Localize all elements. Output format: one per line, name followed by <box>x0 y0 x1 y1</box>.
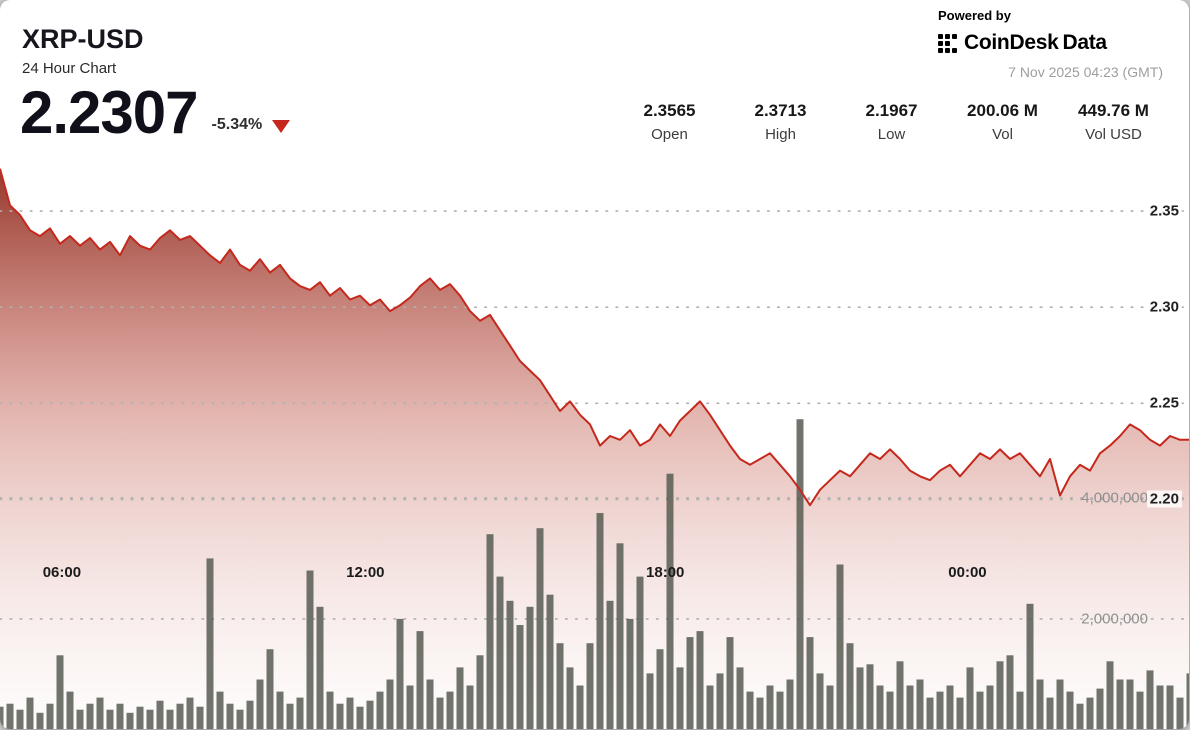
timestamp: 7 Nov 2025 04:23 (GMT) <box>1008 64 1163 80</box>
gridlines <box>0 210 1189 620</box>
time-axis-label: 18:00 <box>646 564 685 581</box>
stat-high: 2.3713 High <box>725 101 836 143</box>
price-axis-label: 2.25 <box>1146 394 1182 412</box>
powered-by-label: Powered by <box>938 8 1011 23</box>
price-axis-label: 2.20 <box>1146 490 1182 508</box>
symbol-title: XRP-USD <box>22 24 144 54</box>
stat-vol: 200.06 M Vol <box>947 101 1058 143</box>
stat-high-value: 2.3713 <box>754 101 807 120</box>
volume-axis-label: 4,000,000 <box>1081 489 1148 507</box>
stat-vol-label: Vol <box>992 126 1013 143</box>
price-area-fill <box>0 168 1189 729</box>
price-block: 2.2307 -5.34% <box>20 79 291 146</box>
stats-row: 2.3565 Open 2.3713 High 2.1967 Low 200.0… <box>614 101 1169 143</box>
stat-low-value: 2.1967 <box>865 101 918 120</box>
current-price: 2.2307 <box>20 79 199 146</box>
down-triangle-icon <box>272 120 291 134</box>
time-axis-label: 00:00 <box>948 564 987 581</box>
volume-bars <box>0 419 1189 729</box>
stat-vol-usd-value: 449.76 M <box>1078 101 1149 120</box>
volume-axis-label: 2,000,000 <box>1081 610 1148 628</box>
stat-open-value: 2.3565 <box>643 101 696 120</box>
coindesk-logo[interactable]: CoinDesk Data <box>938 31 1163 55</box>
stat-high-label: High <box>765 126 796 143</box>
stat-open: 2.3565 Open <box>614 101 725 143</box>
brand-data: Data <box>1062 31 1107 54</box>
chart-subtitle: 24 Hour Chart <box>22 60 117 77</box>
stat-low: 2.1967 Low <box>836 101 947 143</box>
price-axis-label: 2.35 <box>1146 202 1182 220</box>
stat-low-label: Low <box>877 126 906 143</box>
stat-vol-usd: 449.76 M Vol USD <box>1058 101 1169 143</box>
stat-vol-value: 200.06 M <box>967 101 1038 120</box>
stat-vol-usd-label: Vol USD <box>1085 126 1142 143</box>
price-line <box>0 168 1189 507</box>
branding-block: Powered by CoinDesk Data 7 Nov 2025 04:2… <box>938 8 1163 80</box>
price-axis-label: 2.30 <box>1146 298 1182 316</box>
time-axis-label: 06:00 <box>42 564 82 581</box>
coindesk-icon <box>938 33 957 53</box>
price-change: -5.34% <box>211 116 263 134</box>
time-axis-label: 12:00 <box>346 564 385 581</box>
price-volume-chart[interactable]: 4,000,000 2,000,000 2.35 2.30 2.25 2.20 06:00 1… <box>0 165 1189 729</box>
stat-open-label: Open <box>651 126 688 143</box>
brand-coindesk: CoinDesk <box>964 31 1059 54</box>
chart-canvas[interactable] <box>0 165 1189 729</box>
